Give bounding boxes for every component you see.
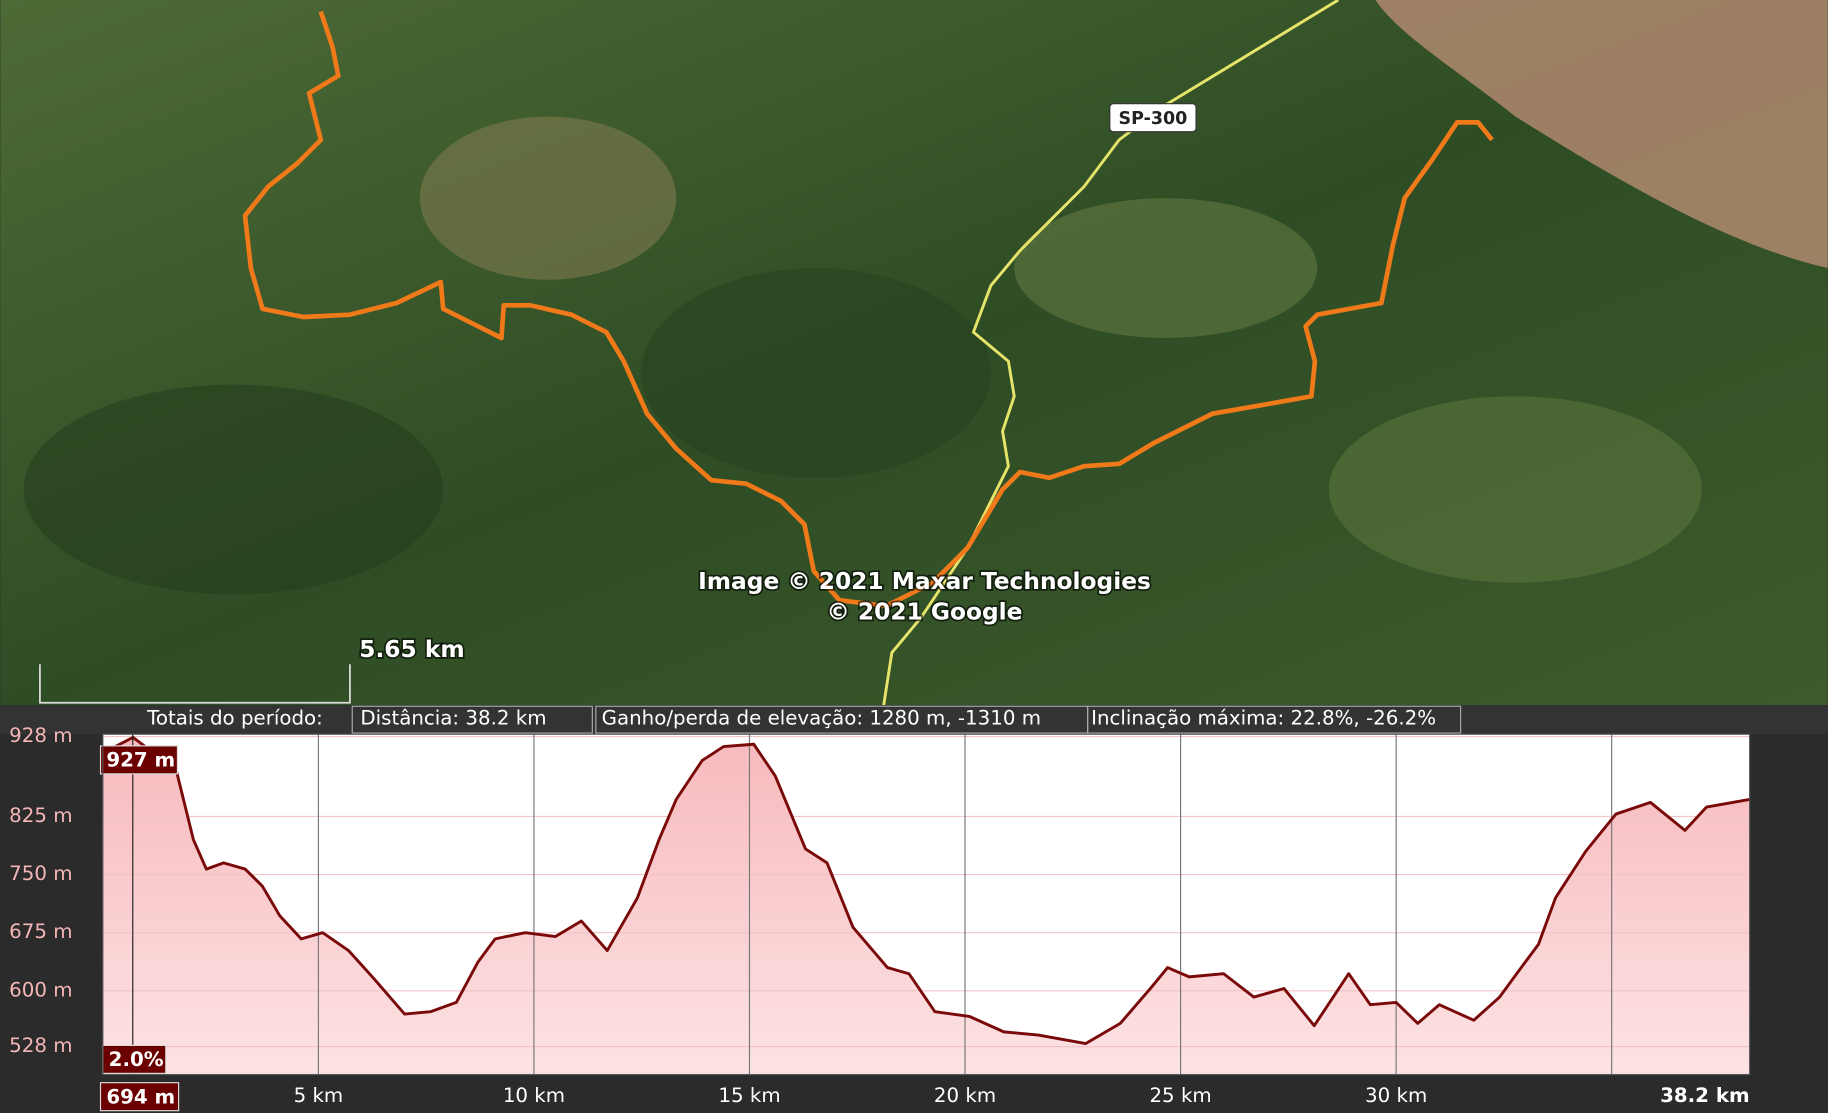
forest [641, 268, 991, 478]
city [1375, 0, 1828, 269]
plot-border [102, 733, 1751, 1076]
y-tick-label: 750 m [9, 862, 72, 885]
x-tick-label: 10 km [503, 1084, 565, 1107]
y-tick-label: 675 m [9, 920, 72, 943]
x-tick-label: 30 km [1365, 1084, 1427, 1107]
field [1014, 198, 1318, 338]
x-tick-label: 38.2 km [1660, 1084, 1750, 1107]
map[interactable]: SP-300 Image © 2021 Maxar Technologies ©… [0, 0, 1828, 706]
field [1328, 396, 1702, 583]
scale-label: 5.65 km [359, 636, 464, 663]
x-tick-label: 25 km [1149, 1084, 1211, 1107]
x-tick-label: 15 km [718, 1084, 780, 1107]
stats-bar: Totais do período: Distância: 38.2 km Ga… [0, 705, 1828, 735]
cursor-elevation-box [99, 745, 179, 775]
stats-box [351, 705, 593, 734]
scale-bar [39, 664, 351, 704]
elevation-line [102, 735, 1750, 1045]
stats-elevation: Ganho/perda de elevação: 1280 m, -1310 m [602, 707, 1041, 730]
x-tick-label: 20 km [934, 1084, 996, 1107]
stats-distance: Distância: 38.2 km [360, 707, 546, 730]
x-tick-label: 5 km [294, 1084, 344, 1107]
road [882, 0, 1339, 706]
cursor-distance: 694 m [106, 1085, 175, 1108]
stats-box [1087, 705, 1462, 734]
forest [23, 384, 444, 595]
cursor-distance-box [99, 1082, 180, 1112]
route[interactable] [242, 10, 1494, 609]
cursor-elevation: 927 m [106, 749, 175, 772]
attribution: © 2021 Google [827, 599, 1023, 626]
cursor-slope-box [102, 1044, 167, 1074]
attribution: Image © 2021 Maxar Technologies [698, 568, 1151, 595]
y-tick-label: 928 m [9, 724, 72, 747]
road-shield [1109, 103, 1197, 133]
stats-slope: Inclinação máxima: 22.8%, -26.2% [1091, 707, 1436, 730]
cursor-slope: 2.0% [109, 1048, 164, 1071]
field [419, 116, 677, 280]
stats-heading: Totais do período: [146, 707, 323, 730]
stats-bg [0, 705, 1828, 735]
y-tick-label: 528 m [9, 1034, 72, 1057]
road-label: SP-300 [1119, 109, 1188, 129]
y-tick-label: 600 m [9, 978, 72, 1001]
y-tick-label: 825 m [9, 804, 72, 827]
